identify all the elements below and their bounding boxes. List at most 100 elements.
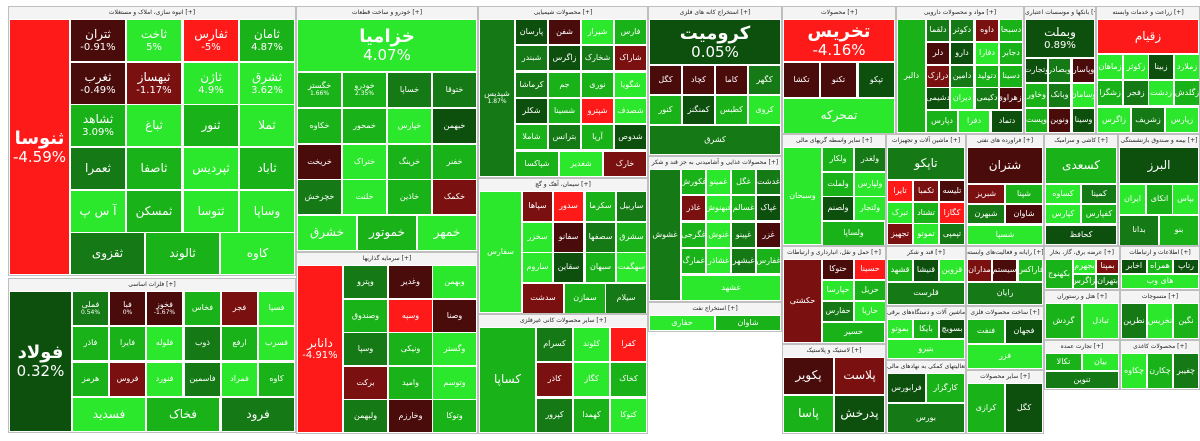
stock-tile[interactable]: تایرا bbox=[887, 180, 913, 202]
stock-tile[interactable]: فخوز -1.67% bbox=[146, 291, 183, 326]
stock-tile[interactable]: شاوان bbox=[1005, 204, 1043, 224]
stock-tile[interactable]: کروی bbox=[748, 95, 781, 125]
stock-tile[interactable]: دپارس bbox=[926, 110, 958, 133]
stock-tile[interactable]: زپارس bbox=[1165, 107, 1199, 133]
stock-tile[interactable]: شصدف bbox=[614, 98, 647, 124]
stock-tile[interactable]: حپارسا bbox=[822, 280, 854, 301]
stock-tile[interactable]: فسپا bbox=[258, 291, 295, 326]
stock-tile[interactable]: سدور bbox=[553, 191, 584, 222]
stock-tile[interactable]: زماهان bbox=[1097, 54, 1123, 80]
stock-tile[interactable]: کهمدا bbox=[573, 398, 610, 433]
stock-tile[interactable]: وپست bbox=[1025, 108, 1048, 133]
stock-tile[interactable]: شبریز bbox=[967, 184, 1005, 204]
stock-tile[interactable]: خبهمن bbox=[432, 108, 477, 144]
stock-tile[interactable]: ولصنم bbox=[822, 196, 854, 221]
stock-tile[interactable]: ثمسکن bbox=[126, 190, 182, 233]
sector-header[interactable]: بیمه و صندوق بازنشستگی [+] bbox=[1119, 135, 1199, 147]
stock-tile[interactable]: غشاذر bbox=[706, 248, 731, 274]
stock-tile[interactable]: خریخت bbox=[297, 144, 342, 180]
stock-tile[interactable]: نوری bbox=[581, 72, 614, 98]
stock-tile[interactable]: خودرو 2.35% bbox=[342, 72, 387, 108]
stock-tile[interactable]: ثنوسا -4.59% bbox=[9, 19, 70, 275]
stock-tile[interactable]: بمپنا bbox=[1096, 259, 1119, 274]
stock-tile[interactable]: رتاپ bbox=[1173, 259, 1199, 274]
stock-tile[interactable]: شپدیس 1.87% bbox=[479, 19, 515, 177]
stock-tile[interactable]: ثقزوی bbox=[70, 232, 145, 275]
sector-header[interactable]: ساخت محصولات فلزی [+] bbox=[967, 307, 1043, 319]
stock-tile[interactable]: خمهر bbox=[417, 215, 477, 251]
stock-tile[interactable]: فولاد 0.32% bbox=[9, 291, 72, 432]
stock-tile[interactable]: تنوین bbox=[1045, 371, 1119, 389]
sector-header[interactable]: منسوجات [+] bbox=[1121, 291, 1199, 303]
stock-tile[interactable]: ساربیل bbox=[616, 191, 647, 222]
stock-tile[interactable]: دفارا bbox=[975, 42, 999, 65]
sector-header[interactable]: محصولات کاغذی [+] bbox=[1121, 341, 1199, 353]
stock-tile[interactable]: غپاک bbox=[756, 195, 781, 221]
stock-tile[interactable]: نگین bbox=[1173, 303, 1199, 339]
stock-tile[interactable]: خفنر bbox=[432, 144, 477, 180]
stock-tile[interactable]: کسعدی bbox=[1045, 147, 1117, 184]
stock-tile[interactable]: کاوه bbox=[258, 362, 295, 397]
stock-tile[interactable]: کرومیت 0.05% bbox=[649, 19, 781, 65]
stock-tile[interactable]: پدرخش bbox=[834, 395, 885, 433]
stock-tile[interactable]: خلنت bbox=[342, 179, 387, 215]
stock-tile[interactable]: بموتو bbox=[887, 319, 913, 339]
stock-tile[interactable]: تکمبا bbox=[913, 180, 939, 202]
stock-tile[interactable]: کگل bbox=[649, 65, 682, 95]
stock-tile[interactable]: ولبهمن bbox=[343, 399, 388, 433]
stock-tile[interactable]: فجر bbox=[221, 291, 258, 326]
stock-tile[interactable]: ثشاهد 3.09% bbox=[70, 104, 126, 147]
stock-tile[interactable]: همراه bbox=[1147, 259, 1173, 274]
stock-tile[interactable]: خاذین bbox=[387, 179, 432, 215]
stock-tile[interactable]: مداران bbox=[967, 259, 992, 282]
stock-tile[interactable]: تمحرکه bbox=[783, 98, 895, 133]
stock-tile[interactable]: وسامان bbox=[1072, 83, 1095, 108]
stock-tile[interactable]: شفن bbox=[548, 19, 581, 45]
stock-tile[interactable]: بیان bbox=[1082, 353, 1119, 371]
sector-header[interactable]: محصولات [+] bbox=[783, 7, 895, 19]
stock-tile[interactable]: ولملت bbox=[822, 172, 854, 197]
sector-header[interactable]: هتل و رستوران [+] bbox=[1045, 291, 1119, 303]
stock-tile[interactable]: دسبحا bbox=[999, 19, 1023, 42]
stock-tile[interactable]: نطرین bbox=[1121, 303, 1147, 339]
stock-tile[interactable]: وسپه bbox=[388, 299, 433, 333]
stock-tile[interactable]: پکویر bbox=[783, 357, 834, 395]
stock-tile[interactable]: فلوله bbox=[146, 326, 183, 361]
sector-header[interactable]: ماشین آلات و تجهیزات [+] bbox=[887, 135, 965, 147]
sector-header[interactable]: سایر محصولات کانی غیرفلزی [+] bbox=[479, 315, 647, 327]
stock-tile[interactable]: غمینو bbox=[706, 169, 731, 195]
stock-tile[interactable]: تکشا bbox=[783, 62, 820, 98]
stock-tile[interactable]: وگستر bbox=[432, 332, 477, 366]
stock-tile[interactable]: خپارس bbox=[387, 108, 432, 144]
stock-tile[interactable]: فاذر bbox=[72, 326, 109, 361]
stock-tile[interactable]: جم bbox=[548, 72, 581, 98]
stock-tile[interactable]: ثنور bbox=[183, 104, 239, 147]
stock-tile[interactable]: ونوین bbox=[1048, 108, 1071, 133]
stock-tile[interactable]: کخاک bbox=[610, 362, 647, 397]
stock-tile[interactable]: غدشت bbox=[756, 169, 781, 195]
sector-header[interactable]: تجارت عمده [+] bbox=[1045, 341, 1119, 353]
stock-tile[interactable]: درازک bbox=[926, 65, 950, 88]
stock-tile[interactable]: وسبحان bbox=[783, 147, 822, 245]
stock-tile[interactable]: حتوکا bbox=[822, 259, 854, 280]
stock-tile[interactable]: شاراک bbox=[614, 45, 647, 71]
stock-tile[interactable]: وصندوق bbox=[343, 299, 388, 333]
stock-tile[interactable]: حریل bbox=[854, 280, 885, 301]
stock-tile[interactable]: ذوب bbox=[184, 326, 221, 361]
stock-tile[interactable]: دانابر -4.91% bbox=[297, 265, 343, 433]
stock-tile[interactable]: تپکو bbox=[858, 62, 895, 98]
stock-tile[interactable]: شبندر bbox=[515, 45, 548, 71]
stock-tile[interactable]: ولپارس bbox=[854, 172, 885, 197]
stock-tile[interactable]: غاذر bbox=[681, 195, 706, 221]
stock-tile[interactable]: حفارس bbox=[822, 301, 854, 322]
stock-tile[interactable]: ثپردیس bbox=[183, 147, 239, 190]
stock-tile[interactable]: سپاها bbox=[522, 191, 553, 222]
stock-tile[interactable]: کتوکا bbox=[610, 398, 647, 433]
stock-tile[interactable]: اتکای bbox=[1146, 184, 1173, 215]
stock-tile[interactable]: وسپا bbox=[343, 332, 388, 366]
stock-tile[interactable]: سفارس bbox=[479, 191, 522, 313]
stock-tile[interactable]: زگلدش bbox=[1174, 80, 1199, 106]
stock-tile[interactable]: خچرخش bbox=[297, 179, 342, 215]
stock-tile[interactable]: خزامیا 4.07% bbox=[297, 19, 477, 72]
stock-tile[interactable]: تموتو bbox=[913, 223, 939, 245]
